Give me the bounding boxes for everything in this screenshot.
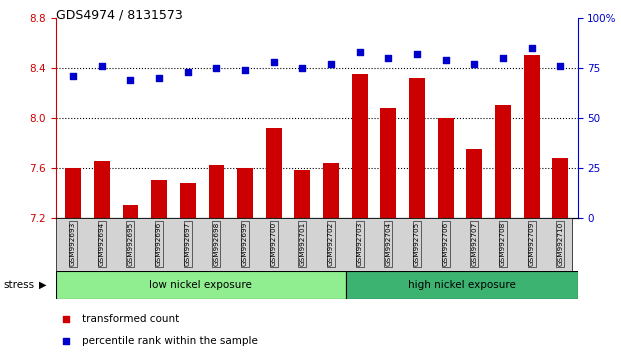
Point (527, 45, 537, 51)
Bar (294, 170, 310, 218)
Bar (65, 168, 81, 218)
Point (407, 11, 417, 17)
Bar (352, 74, 368, 218)
Bar (94, 161, 110, 218)
Bar (346, 271, 578, 299)
Text: GSM992707: GSM992707 (471, 222, 478, 266)
Point (407, 204, 417, 210)
Text: GSM992710: GSM992710 (557, 222, 563, 266)
Text: GSM992705: GSM992705 (414, 222, 420, 266)
Text: GSM992709: GSM992709 (528, 222, 535, 266)
Text: transformed count: transformed count (82, 314, 179, 325)
Bar (438, 118, 453, 218)
Point (498, 55, 508, 61)
Text: GSM992693: GSM992693 (70, 222, 76, 266)
Point (240, 67, 250, 73)
Text: ▶: ▶ (39, 280, 46, 290)
Point (269, 59, 279, 64)
Bar (122, 205, 138, 218)
Point (383, 55, 393, 61)
Bar (209, 165, 224, 218)
Point (211, 65, 221, 70)
Point (154, 75, 164, 81)
Point (97, 63, 107, 69)
Text: high nickel exposure: high nickel exposure (407, 280, 515, 290)
Point (183, 69, 193, 75)
Point (297, 65, 307, 70)
Bar (466, 149, 483, 218)
Point (355, 49, 365, 55)
Point (469, 61, 479, 67)
Text: GSM992694: GSM992694 (99, 222, 105, 266)
Text: GSM992700: GSM992700 (271, 222, 277, 266)
Text: GDS4974 / 8131573: GDS4974 / 8131573 (56, 9, 183, 22)
Bar (237, 168, 253, 218)
Point (441, 57, 451, 63)
Bar (553, 158, 568, 218)
Text: GSM992704: GSM992704 (386, 222, 391, 266)
Text: GSM992695: GSM992695 (127, 222, 134, 266)
Text: GSM992708: GSM992708 (500, 222, 506, 266)
Text: GSM992706: GSM992706 (443, 222, 449, 266)
Bar (409, 78, 425, 218)
Bar (151, 180, 167, 218)
Bar (524, 55, 540, 218)
Text: GSM992701: GSM992701 (299, 222, 306, 266)
Bar (56, 271, 346, 299)
Text: GSM992697: GSM992697 (184, 222, 191, 266)
Text: low nickel exposure: low nickel exposure (150, 280, 252, 290)
Text: GSM992703: GSM992703 (356, 222, 363, 266)
Bar (381, 108, 396, 218)
Point (68, 73, 78, 79)
Text: GSM992698: GSM992698 (214, 222, 219, 266)
Bar (495, 105, 511, 218)
Text: GSM992696: GSM992696 (156, 222, 162, 266)
Bar (323, 163, 339, 218)
Text: GSM992702: GSM992702 (328, 222, 334, 266)
Point (125, 77, 135, 82)
Text: GSM992699: GSM992699 (242, 222, 248, 266)
Text: stress: stress (3, 280, 34, 290)
Bar (266, 128, 281, 218)
Point (555, 63, 565, 69)
Text: percentile rank within the sample: percentile rank within the sample (82, 336, 258, 346)
Point (326, 61, 336, 67)
Point (412, 51, 422, 57)
Bar (180, 183, 196, 218)
